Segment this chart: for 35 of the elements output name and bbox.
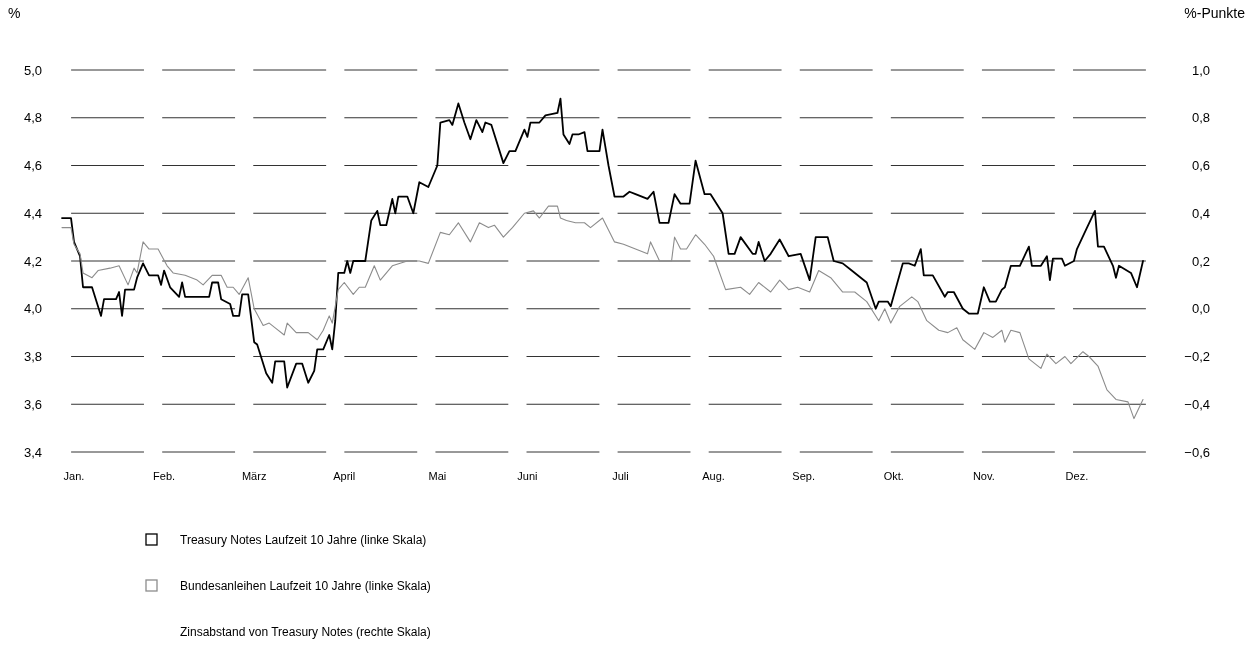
y2-tick-label: 0,8 [1191,110,1210,126]
y-tick-label: 4,2 [23,253,42,269]
x-tick-label: März [241,470,267,482]
x-tick-label: Juli [612,470,629,482]
legend-label: Bundesanleihen Laufzeit 10 Jahre (linke Skala) [180,579,431,594]
x-tick-label: Dez. [1065,470,1089,482]
x-tick-label: Okt. [883,470,904,482]
y2-tick-label: 0,4 [1191,205,1210,221]
x-tick-label: Feb. [153,470,176,482]
y2-tick-label: −0,4 [1184,396,1210,412]
y2-tick-label: 1,0 [1191,62,1210,78]
y-tick-label: 3,6 [23,396,42,412]
x-tick-label: Jan. [63,470,85,482]
y2-tick-label: 0,6 [1191,158,1210,174]
x-tick-label: Nov. [972,470,995,482]
x-tick-label: Juni [517,470,538,482]
y2-tick-label: 0,2 [1191,253,1210,269]
y-tick-label: 4,8 [23,110,42,126]
y2-tick-label: −0,6 [1184,444,1210,460]
y-tick-label: 4,0 [23,301,42,317]
y2-axis-title: %-Punkte [1184,5,1246,21]
x-tick-label: April [333,470,356,482]
y2-tick-label: −0,2 [1184,349,1210,365]
legend-label: Treasury Notes Laufzeit 10 Jahre (linke Skala) [180,533,427,548]
text: Zinsabstand von Treasury Notes (rechte Skala) [180,625,431,640]
y-tick-label: 3,8 [23,349,42,365]
y-tick-label: 5,0 [23,62,42,78]
y-tick-label: 4,6 [23,158,42,174]
y-axis-title: % [8,5,21,21]
x-tick-label: Aug. [702,470,725,482]
x-tick-label: Mai [428,470,447,482]
y-tick-label: 3,4 [23,444,42,460]
y-tick-label: 4,4 [23,205,42,221]
y2-tick-label: 0,0 [1191,301,1210,317]
x-tick-label: Sep. [792,470,815,482]
